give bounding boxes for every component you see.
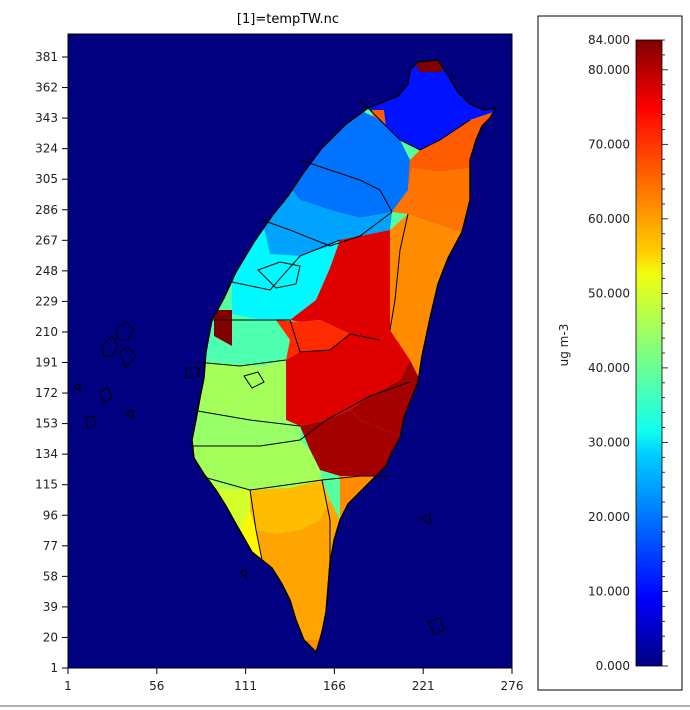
region-taichung-coast [200,314,290,366]
y-tick-label: 191 [35,356,58,370]
region-taichung-spot [214,310,232,346]
colorbar-unit-label: ug m-3 [557,324,571,367]
y-tick-label: 267 [35,233,58,247]
y-tick-label: 1 [50,661,58,675]
y-tick-label: 153 [35,417,58,431]
colorbar-tick-label: 70.000 [588,137,630,151]
y-tick-label: 77 [43,539,58,553]
y-tick-label: 20 [43,630,58,644]
region-south-central-mountain [300,410,410,476]
x-tick-label: 221 [412,679,435,693]
boundary-yilan-hualien [389,213,409,331]
colorbar-ticks: 84.000 80.000 70.000 60.000 50.000 40.000 30.0… [588,33,668,673]
region-nantou-west [276,320,350,360]
y-tick-label: 381 [35,50,58,64]
region-hsinchu [262,188,392,256]
region-miaoli [232,220,340,320]
region-kaohsiung-inland [250,480,330,534]
colorbar-ramp [635,39,663,667]
y-tick-label: 305 [35,172,58,186]
region-changhua [196,360,286,420]
colorbar-tick-label: 50.000 [588,286,630,300]
y-tick-label: 248 [35,264,58,278]
boundary-hsinchu [261,211,393,247]
region-yunlin [192,410,300,446]
x-tick-label: 166 [323,679,346,693]
y-tick-label: 324 [35,142,58,156]
y-tick-label: 115 [35,478,58,492]
x-tick-label: 276 [501,679,524,693]
penghu-islands [73,321,445,635]
boundary-reservoir [257,261,301,289]
admin-boundaries [191,99,471,611]
x-tick-label: 56 [149,679,164,693]
boundary-changhua [195,359,287,367]
boundary-kaohsiung [249,489,263,561]
colorbar-tick-label: 60.000 [588,212,630,226]
y-tick-label: 362 [35,81,58,95]
x-tick-label: 111 [234,679,257,693]
boundary-taipei [359,99,471,151]
colorbar-tick-label: 20.000 [588,510,630,524]
y-tick-label: 96 [43,508,58,522]
boundary-lake [243,371,265,389]
region-central-mountain [290,230,390,340]
y-tick-label: 134 [35,447,58,461]
map-title: [1]=tempTW.nc [237,12,339,27]
y-axis: 381 362 343 324 305 286 267 248 229 210 191 172 153 1… [35,50,68,675]
y-tick-label: 229 [35,294,58,308]
colorbar-tick-label: 40.000 [588,361,630,375]
boundary-miaoli [231,239,341,291]
y-tick-label: 39 [43,600,58,614]
boundary-yunlin [191,409,301,427]
region-pingtung [256,500,340,640]
y-tick-label: 58 [43,569,58,583]
region-chiayi-mountain [286,330,410,426]
x-tick-label: 1 [64,679,72,693]
colorbar-tick-label: 84.000 [588,33,630,47]
region-northeast-coast-yilan [408,110,496,190]
colorbar-tick-label: 0.000 [596,659,630,673]
colorbar-tick-label: 80.000 [588,63,630,77]
region-chiayi-coast [192,440,322,490]
colorbar-tick-label: 30.000 [588,435,630,449]
y-tick-label: 210 [35,325,58,339]
boundary-taoyuan [299,159,393,213]
y-tick-label: 286 [35,203,58,217]
boundary-chiayi [192,381,411,447]
colorbar-tick-label: 10.000 [588,584,630,598]
x-axis: 1 56 111 166 221 276 [64,668,523,693]
y-tick-label: 343 [35,111,58,125]
y-tick-label: 172 [35,386,58,400]
boundary-nantou [289,319,381,353]
